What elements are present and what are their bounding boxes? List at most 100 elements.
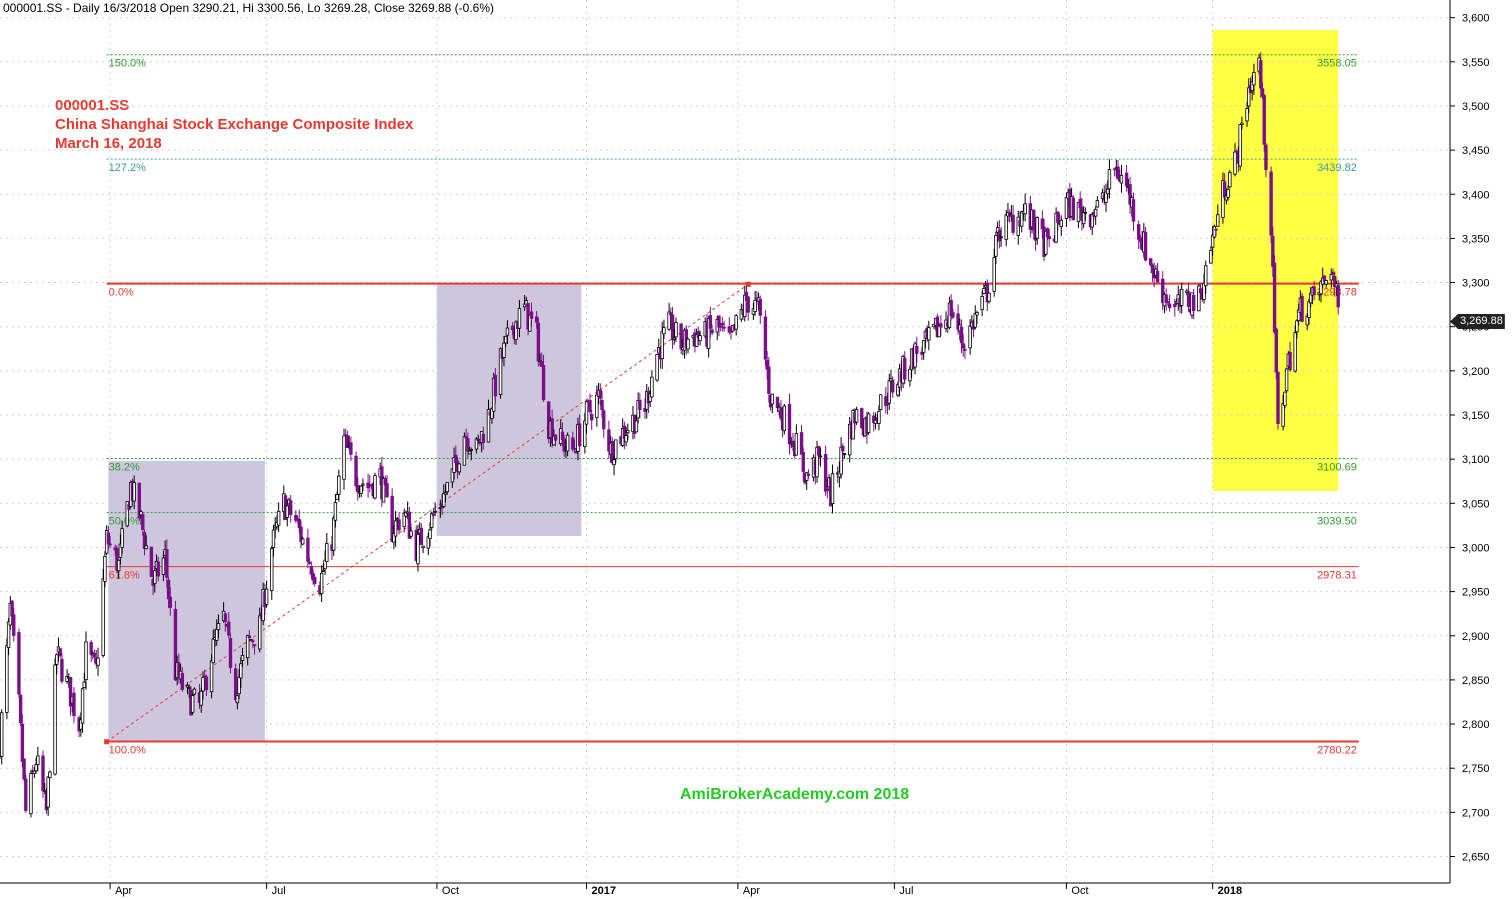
candle-body [1284, 368, 1289, 392]
candle-body [1212, 225, 1217, 238]
candle-body [144, 545, 148, 550]
candle-body [577, 423, 582, 447]
title-index-name: China Shanghai Stock Exchange Composite … [55, 116, 414, 133]
candle-body [1081, 212, 1086, 225]
candle-body [199, 690, 203, 706]
y-tick-label: 3,550 [1462, 57, 1490, 69]
candle-body [68, 676, 73, 707]
candle-body [125, 501, 129, 527]
candle-body [1167, 303, 1172, 309]
candle-body [959, 326, 964, 344]
candle-body [301, 538, 305, 545]
candle-body [975, 312, 979, 316]
candle-body [887, 380, 891, 404]
last-price-tag: 3,269.88 [1450, 314, 1505, 329]
candle-body [799, 432, 804, 455]
y-tick-label: 3,150 [1462, 410, 1490, 422]
candle-body [1281, 403, 1285, 427]
candle-body [201, 677, 205, 692]
candle-body [921, 340, 926, 353]
candle-body [937, 325, 941, 338]
candle-body [734, 315, 738, 330]
candle-body [1186, 291, 1191, 308]
highlight-box-1 [436, 284, 582, 536]
fib-level-pct-6: 100.0% [109, 745, 147, 757]
candle-body [325, 543, 329, 563]
candle-body [717, 315, 721, 328]
candle-body [1259, 60, 1263, 89]
candle-body [22, 758, 26, 780]
candle-body [763, 316, 768, 360]
y-tick-label: 2,950 [1462, 587, 1490, 599]
y-tick-label: 2,650 [1462, 852, 1490, 864]
candle-body [1322, 275, 1327, 282]
candle-body [686, 338, 690, 350]
candle-body [173, 608, 178, 681]
candle-body [474, 438, 479, 450]
candle-body [165, 549, 169, 578]
candle-body [161, 557, 166, 575]
candle-body [980, 296, 984, 310]
candle-body [541, 364, 546, 401]
candle-body [1222, 181, 1227, 198]
candle-body [522, 303, 527, 308]
fib-level-pct-2: 0.0% [109, 287, 134, 299]
fib-level-value-6: 2780.22 [1317, 745, 1357, 757]
candle-body [486, 409, 491, 443]
candle-body [1128, 184, 1132, 205]
candle-body [209, 660, 214, 693]
candle-body [753, 299, 757, 312]
candle-body [335, 494, 339, 500]
candle-body [337, 475, 341, 495]
candle-body [674, 322, 678, 338]
candle-body [963, 349, 967, 351]
candle-body [187, 687, 191, 689]
candle-body [1226, 189, 1230, 198]
candle-body [29, 773, 33, 815]
candle-body [801, 452, 805, 472]
candle-body [1233, 151, 1237, 175]
candle-body [1312, 286, 1316, 296]
candle-body [106, 532, 111, 545]
candle-body [149, 546, 154, 577]
candle-body [600, 399, 604, 411]
candle-body [428, 529, 432, 540]
candle-body [354, 455, 358, 487]
candle-body [1161, 278, 1165, 304]
candle-body [1095, 200, 1100, 208]
candle-body [1155, 270, 1160, 283]
candle-body [1209, 250, 1213, 264]
candle-body [534, 316, 539, 323]
candle-body [469, 449, 473, 451]
candle-body [84, 641, 88, 681]
candle-body [141, 514, 145, 530]
candle-body [402, 512, 406, 527]
candle-body [982, 288, 986, 294]
candle-body [877, 410, 881, 424]
candle-body [1150, 264, 1155, 274]
candle-body [442, 493, 446, 507]
candle-body [247, 635, 252, 639]
x-tick-label: Apr [115, 885, 132, 897]
candle-body [1166, 301, 1170, 304]
candle-body [650, 376, 654, 398]
candle-body [1269, 171, 1273, 236]
candle-body [166, 579, 171, 600]
candle-body [190, 695, 195, 713]
candle-body [1295, 320, 1299, 333]
candle-body [610, 441, 615, 464]
candle-body [53, 664, 57, 775]
x-tick-label: Oct [442, 885, 459, 897]
candle-body [385, 483, 389, 498]
candle-body [992, 257, 996, 292]
fib-level-value-3: 3100.69 [1317, 462, 1357, 474]
candle-body [572, 447, 577, 450]
candle-body [722, 326, 726, 329]
candle-body [153, 570, 157, 584]
candle-body [612, 459, 616, 466]
candle-body [101, 578, 105, 656]
candle-body [407, 511, 412, 539]
candle-body [987, 292, 991, 302]
candle-body [216, 623, 221, 631]
